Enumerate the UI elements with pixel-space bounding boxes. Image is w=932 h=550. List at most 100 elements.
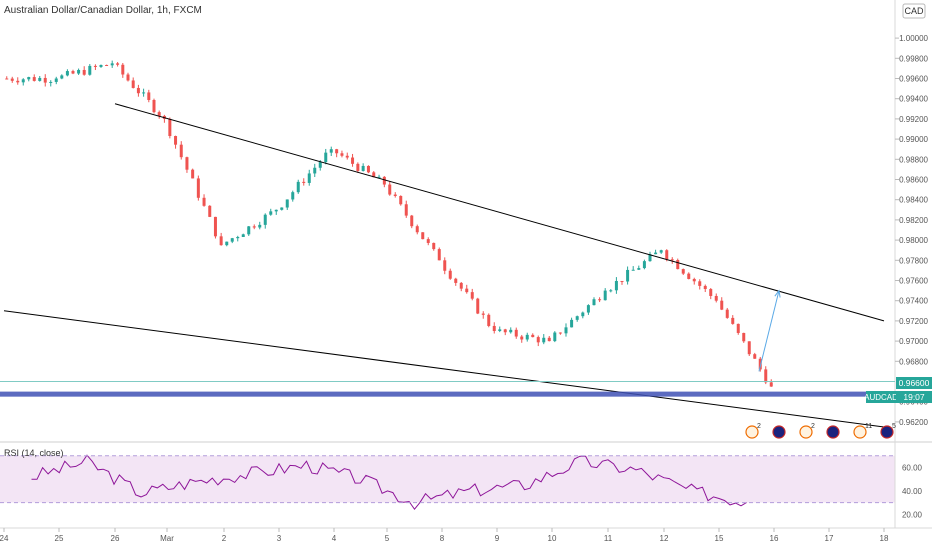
candle-body [60, 75, 64, 79]
candle-body [263, 214, 267, 225]
candle-body [581, 312, 585, 317]
candle-body [329, 149, 333, 153]
candle-body [637, 268, 641, 270]
candle-body [492, 325, 496, 331]
candle-body [570, 319, 574, 328]
candle-body [236, 236, 240, 239]
last-price-badge [896, 377, 932, 389]
price-tick-label: 0.99000 [899, 135, 928, 144]
candle-body [49, 81, 53, 83]
candle-body [648, 254, 652, 262]
candle-body [421, 232, 425, 240]
candle-body [753, 354, 757, 359]
candle-body [5, 78, 9, 80]
price-tick-label: 0.99800 [899, 54, 928, 63]
candle-body [71, 71, 75, 74]
time-tick-label: 26 [111, 534, 120, 543]
time-tick-label: 4 [332, 534, 337, 543]
candle-body [372, 172, 376, 178]
rsi-title: RSI (14, close) [4, 448, 64, 458]
candle-body [465, 288, 469, 293]
candle-body [481, 313, 485, 315]
candle-body [487, 314, 491, 326]
rsi-layer [31, 454, 747, 511]
candle-body [351, 157, 355, 164]
flag-circle [880, 425, 894, 439]
candle-body [626, 269, 630, 282]
candle-body [307, 173, 311, 183]
trendline [114, 103, 885, 322]
events-layer: 2 2 11 5 [745, 423, 896, 439]
candle-body [564, 327, 568, 334]
candle-body [168, 118, 172, 137]
candle-body [665, 250, 669, 260]
candle-body [437, 249, 441, 261]
candle-body [185, 157, 189, 170]
candle-body [131, 80, 135, 88]
target-arrow [758, 290, 780, 372]
price-tick-label: 0.98800 [899, 155, 928, 164]
candle-body [459, 282, 463, 289]
candle-body [709, 289, 713, 296]
currency-badge[interactable]: CAD [904, 6, 924, 16]
candle-body [280, 207, 284, 210]
event-count: 5 [892, 423, 896, 430]
candle-body [318, 162, 322, 168]
support-zone [0, 391, 895, 397]
candle-body [191, 169, 195, 179]
currency-badge-frame[interactable] [902, 3, 926, 19]
event-circle [853, 425, 867, 439]
price-tick-label: 0.99600 [899, 75, 928, 84]
price-tick-label: 0.99200 [899, 115, 928, 124]
candle-body [764, 369, 768, 383]
candle-body [179, 144, 183, 158]
event-circle [799, 425, 813, 439]
candle-body [77, 69, 81, 74]
candle-body [16, 80, 20, 83]
candle-body [82, 69, 86, 75]
flag-circle [826, 425, 840, 439]
candle-body [703, 285, 707, 290]
australia-flag-icon[interactable] [772, 425, 786, 439]
candle-body [324, 152, 328, 163]
candle-body [415, 226, 419, 233]
time-tick-label: 2 [222, 534, 227, 543]
price-tick-label: 0.97600 [899, 277, 928, 286]
candle-body [345, 155, 349, 158]
rsi-tick-label: 20.00 [902, 510, 923, 519]
candle-body [731, 317, 735, 324]
candle-body [681, 269, 685, 274]
candle-body [631, 269, 635, 271]
candle-body [742, 332, 746, 342]
time-tick-label: 3 [277, 534, 282, 543]
candle-body [531, 334, 535, 338]
time-tick-label: Mar [160, 534, 174, 543]
calendar-event-icon[interactable]: 2 [745, 423, 761, 439]
candle-body [202, 197, 206, 206]
time-tick-label: 11 [604, 534, 613, 543]
candle-body [470, 292, 474, 299]
time-tick-label: 25 [55, 534, 64, 543]
price-tick-label: 0.96200 [899, 418, 928, 427]
candle-body [105, 64, 109, 66]
target-arrow-head [774, 289, 781, 298]
candle-body [725, 309, 729, 318]
candle-body [121, 64, 125, 75]
australia-flag-icon[interactable]: 5 [880, 423, 896, 439]
candle-body [110, 63, 114, 66]
candle-body [769, 382, 773, 387]
calendar-event-icon[interactable]: 11 [853, 423, 872, 439]
last-price-label: 0.96600 [899, 378, 930, 388]
calendar-event-icon[interactable]: 2 [799, 423, 815, 439]
candle-body [10, 78, 14, 81]
candle-body [43, 77, 47, 83]
price-axis: 1.00000 0.99800 0.99600 0.99400 0.99200 0.990… [895, 34, 929, 427]
candle-body [147, 92, 151, 100]
candle-body [152, 99, 156, 113]
candle-body [219, 236, 223, 246]
candle-body [758, 358, 762, 370]
candle-body [498, 329, 502, 331]
candle-body [609, 290, 613, 292]
australia-flag-icon[interactable] [826, 425, 840, 439]
